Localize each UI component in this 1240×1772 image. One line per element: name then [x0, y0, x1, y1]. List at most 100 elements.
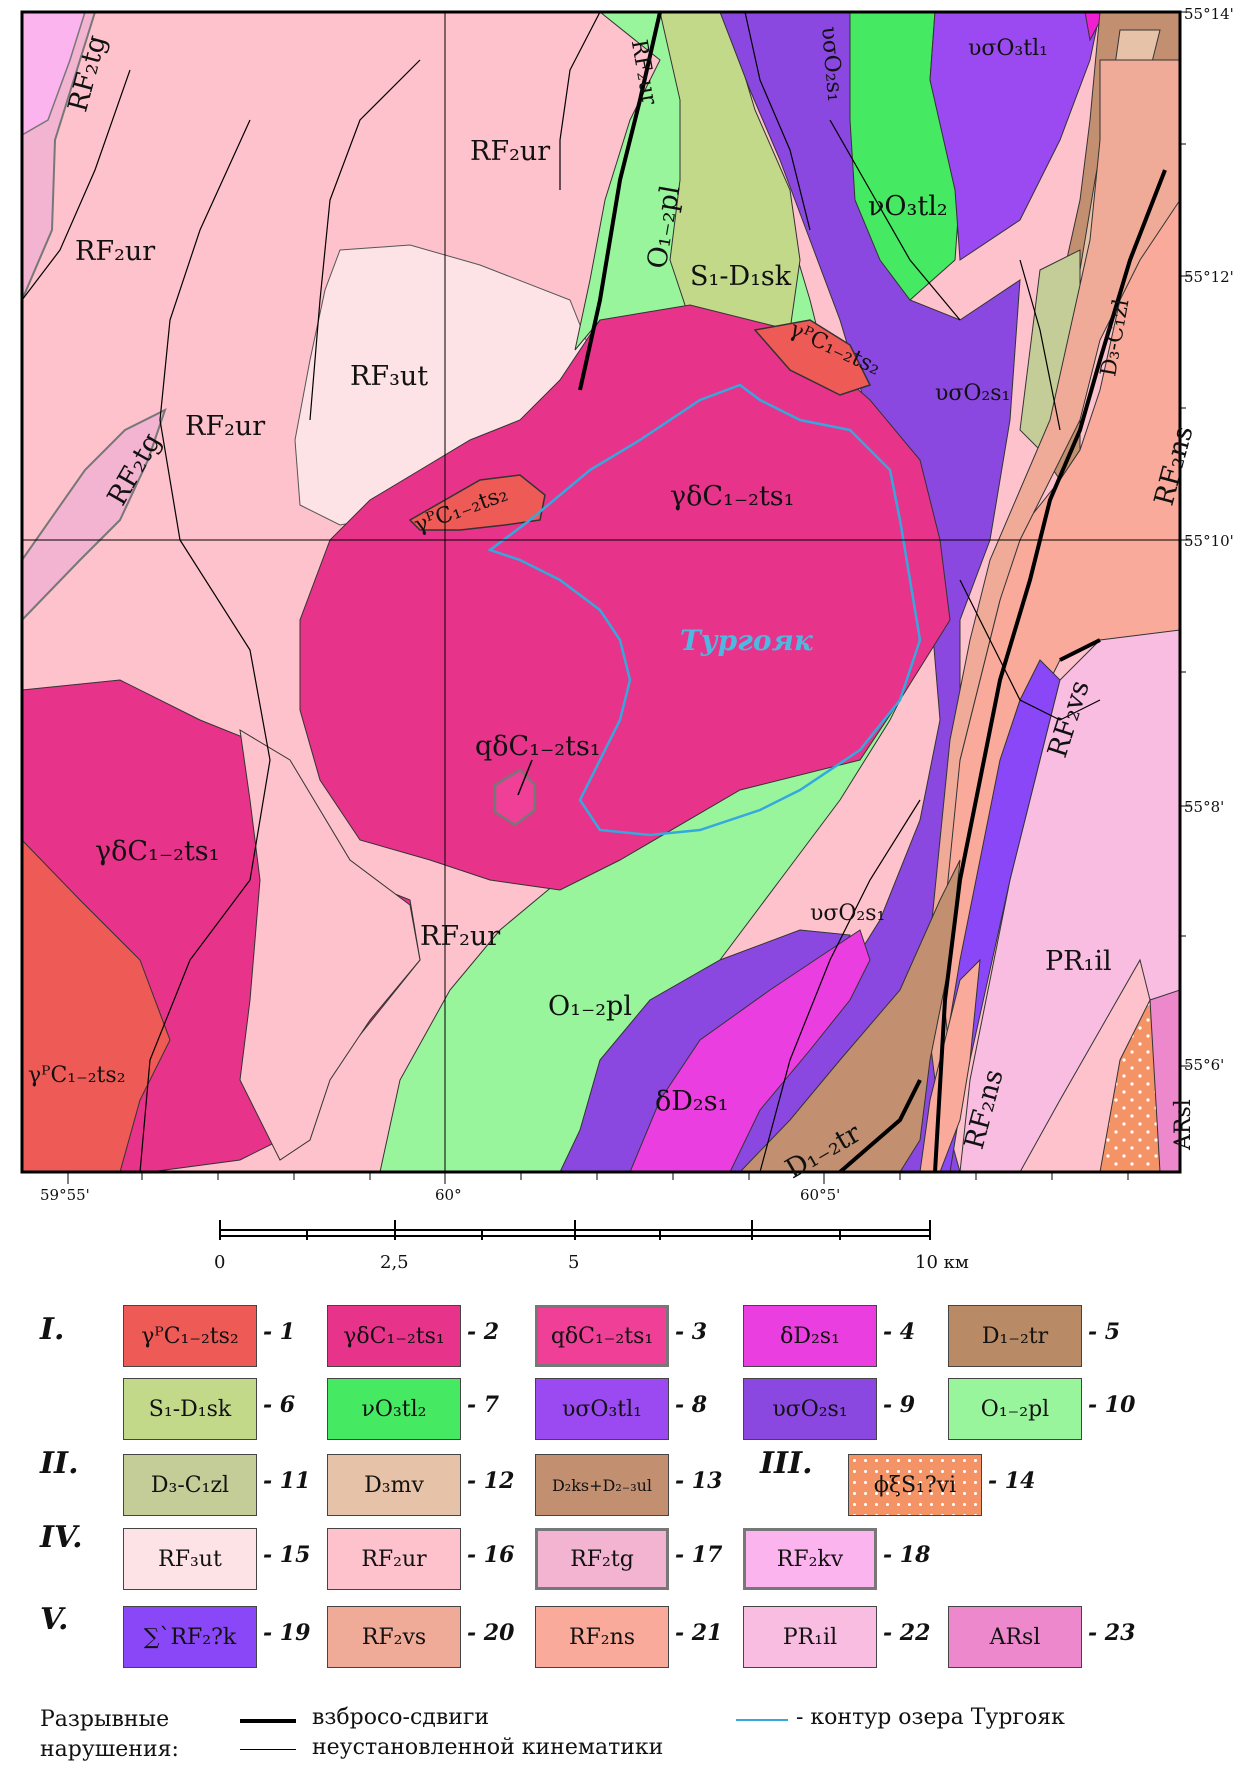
legend-swatch-19: ∑`RF₂?k: [123, 1606, 257, 1668]
coord-60-5: 60°5': [800, 1186, 840, 1204]
legend-num-11: - 11: [263, 1468, 311, 1494]
lake-label: Тургояк: [680, 624, 814, 657]
legend-swatch-8: υσO₃tl₁: [535, 1378, 669, 1440]
fault-title-line1: Разрывные: [40, 1707, 170, 1732]
legend-num-6: - 6: [263, 1392, 296, 1418]
label-s1d1sk: S₁-D₁sk: [690, 261, 792, 292]
unit-grp-c12ts2-right: [753, 319, 872, 396]
legend-swatch-13: D₂ks+D₂₋₃ul: [535, 1454, 669, 1516]
geological-map: RF₂tg RF₂ur RF₂ur RF₂ur RF₃ut RF₂tg RF₂u…: [20, 5, 1234, 1237]
scale-5: 5: [568, 1252, 579, 1273]
label-rf2ur-top-left: RF₂ur: [75, 236, 155, 267]
coord-59-55: 59°55': [40, 1186, 90, 1204]
label-vo3tl2: νO₃tl₂: [868, 191, 948, 222]
lake-contour-symbol: [736, 1719, 788, 1721]
legend-swatch-18: RF₂kv: [743, 1528, 877, 1590]
unit-gd-c12ts1-main: [299, 304, 951, 891]
legend-num-19: - 19: [263, 1620, 311, 1646]
legend-swatch-23: ARsl: [948, 1606, 1082, 1668]
legend-num-5: - 5: [1088, 1319, 1121, 1345]
unit-d12tr: [739, 859, 961, 1172]
unit-rf2tg-mid: [22, 408, 167, 622]
scale-10km: 10 км: [915, 1252, 969, 1273]
scale-2-5: 2,5: [380, 1252, 409, 1273]
legend-num-7: - 7: [467, 1392, 500, 1418]
fault-title-line2: нарушения:: [40, 1737, 179, 1762]
legend-num-15: - 15: [263, 1542, 311, 1568]
bottom-coordinates: 59°55' 60° 60°5': [40, 1186, 840, 1204]
legend-num-16: - 16: [467, 1542, 515, 1568]
legend-swatch-5: D₁₋₂tr: [948, 1305, 1082, 1367]
legend-swatch-12: D₃mv: [327, 1454, 461, 1516]
legend-group-i: I.: [40, 1312, 65, 1347]
unit-grp-c12ts2-left: [22, 839, 171, 1172]
thrust-fault-label: взбросо-сдвиги: [312, 1705, 490, 1730]
unit-rf2kv: [22, 12, 86, 136]
label-uso2s1-mid: υσO₂s₁: [935, 381, 1010, 406]
legend-group-v: V.: [40, 1602, 69, 1637]
unit-grp-c12ts2-mid: [408, 474, 546, 531]
legend-group-ii: II.: [40, 1446, 79, 1481]
legend-num-17: - 17: [675, 1542, 723, 1568]
map-polygons: [22, 12, 1180, 1172]
legend-swatch-20: RF₂vs: [327, 1606, 461, 1668]
label-grp-c12ts2-left: γᴾC₁₋₂ts₂: [28, 1063, 126, 1088]
legend-swatch-11: D₃-C₁zl: [123, 1454, 257, 1516]
label-gd-c12ts1-left: γδC₁₋₂ts₁: [95, 836, 219, 867]
legend-swatch-1: γᴾC₁₋₂ts₂: [123, 1305, 257, 1367]
legend-group-iii: III.: [760, 1446, 813, 1481]
thrust-fault-symbol: [240, 1719, 296, 1723]
label-dd2s1: δD₂s₁: [655, 1086, 728, 1117]
legend-swatch-9: υσO₂s₁: [743, 1378, 877, 1440]
legend-num-22: - 22: [883, 1620, 931, 1646]
legend-swatch-2: γδC₁₋₂ts₁: [327, 1305, 461, 1367]
label-rf3ut: RF₃ut: [350, 361, 428, 392]
label-rf2ur-mid: RF₂ur: [185, 411, 265, 442]
legend-num-4: - 4: [883, 1319, 916, 1345]
label-qd-c12ts1: qδC₁₋₂ts₁: [475, 731, 601, 762]
legend-num-12: - 12: [467, 1468, 515, 1494]
scale-bar-ticks: 0 2,5 5 10 км: [214, 1220, 969, 1273]
legend-num-20: - 20: [467, 1620, 515, 1646]
label-o12pl-b: O₁₋₂pl: [548, 991, 632, 1022]
thrust-faults: [578, 12, 1167, 1172]
legend-group-iv: IV.: [40, 1520, 83, 1555]
legend-num-18: - 18: [883, 1542, 931, 1568]
right-coordinates: 55°14' 55°12' 55°10' 55°8' 55°6': [1184, 5, 1234, 1074]
label-arsl: ARsl: [1171, 1099, 1196, 1151]
coord-55-12: 55°12': [1184, 268, 1234, 286]
coord-55-14: 55°14': [1184, 5, 1234, 23]
qd-leader-line: [517, 759, 533, 796]
coord-55-6: 55°6': [1184, 1056, 1224, 1074]
legend-num-14: - 14: [988, 1468, 1036, 1494]
lake-turgoyak-contour: [487, 383, 922, 837]
legend-swatch-7: νO₃tl₂: [327, 1378, 461, 1440]
legend-swatch-14: ϕξS₁?vi: [848, 1454, 982, 1516]
coord-55-10: 55°10': [1184, 532, 1234, 550]
label-rf2ur-top: RF₂ur: [470, 136, 550, 167]
legend-swatch-16: RF₂ur: [327, 1528, 461, 1590]
fault-legend: Разрывные нарушения: взбросо-сдвиги неус…: [40, 1705, 1220, 1765]
legend-num-8: - 8: [675, 1392, 708, 1418]
legend-swatch-15: RF₃ut: [123, 1528, 257, 1590]
legend-num-21: - 21: [675, 1620, 723, 1646]
legend-num-2: - 2: [467, 1319, 500, 1345]
unit-pr1il: [959, 629, 1180, 1172]
map-frame: [20, 10, 1182, 1174]
unknown-fault-symbol: [240, 1749, 296, 1750]
unit-qd-c12ts1: [493, 768, 537, 827]
legend-swatch-10: O₁₋₂pl: [948, 1378, 1082, 1440]
lake-contour-label: - контур озера Тургояк: [796, 1705, 1065, 1730]
legend-swatch-17: RF₂tg: [535, 1528, 669, 1590]
label-rf2ur-lower: RF₂ur: [420, 921, 500, 952]
right-ticks: [1180, 11, 1190, 1067]
label-pr1il: PR₁il: [1045, 946, 1112, 977]
legend-num-23: - 23: [1088, 1620, 1136, 1646]
bottom-ticks: [67, 1172, 1129, 1184]
unit-phi-xi-s1-vi: [1099, 998, 1161, 1172]
legend-num-9: - 9: [883, 1392, 916, 1418]
unknown-kinematic-faults: [22, 12, 1101, 1172]
unit-rf2ur-lower-inlier: [239, 729, 421, 1161]
unknown-fault-label: неустановленной кинематики: [312, 1735, 664, 1760]
legend-num-3: - 3: [675, 1319, 708, 1345]
